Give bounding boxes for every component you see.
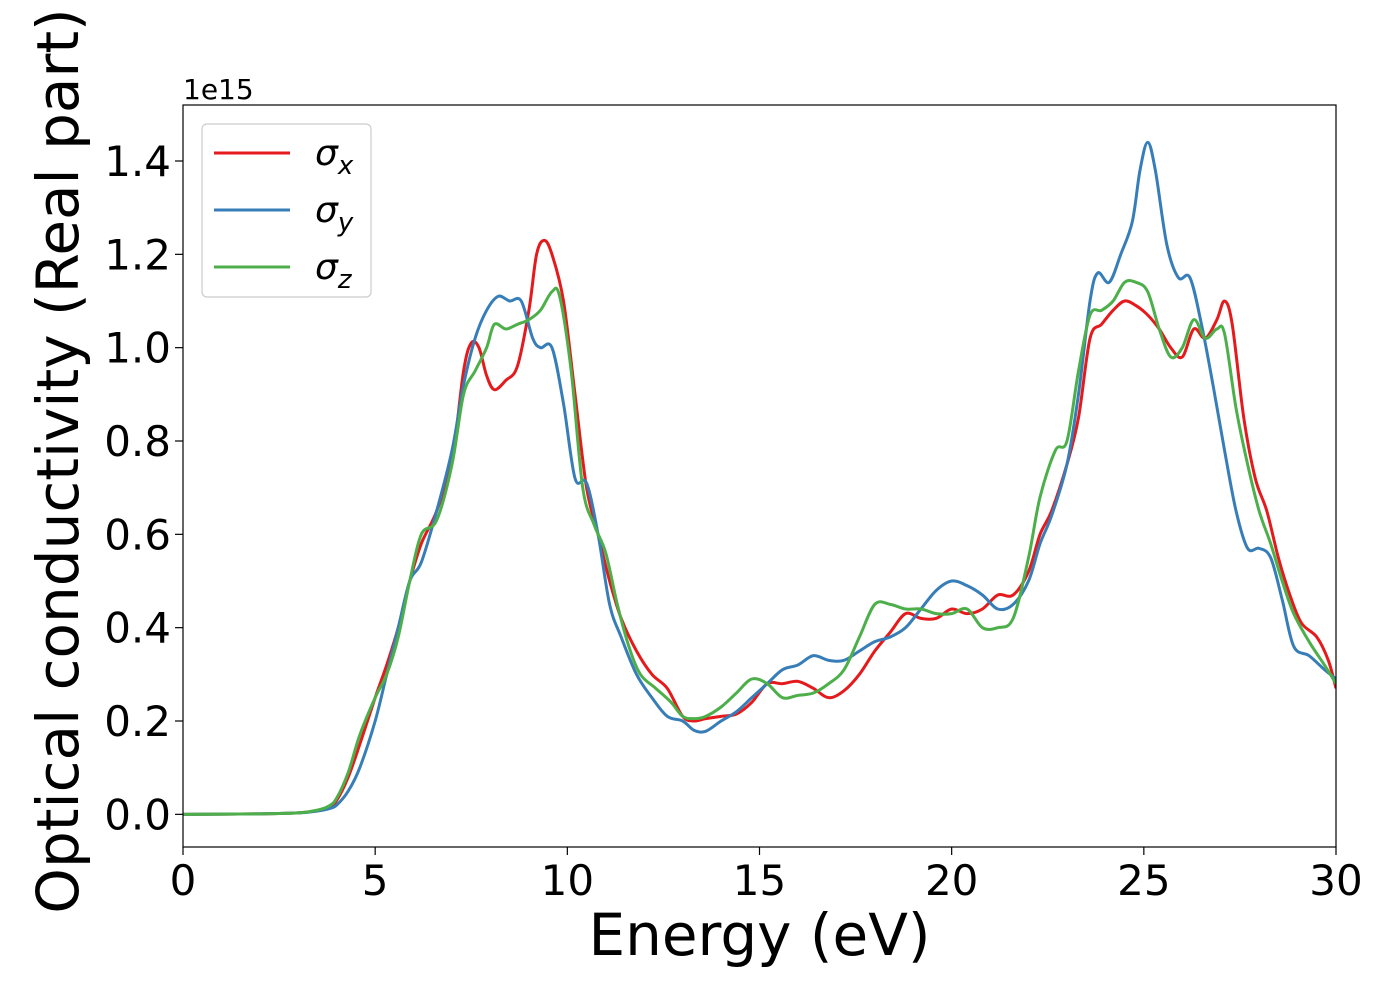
legend-label-sigma-y: σy xyxy=(315,190,354,238)
x-axis-label: Energy (eV) xyxy=(588,901,930,969)
x-tick-label: 10 xyxy=(541,856,594,905)
x-tick-label: 30 xyxy=(1309,856,1362,905)
y-tick-label: 0.4 xyxy=(104,604,171,653)
series-line-sigma-y xyxy=(183,140,1336,816)
legend-label-sigma-z: σz xyxy=(315,247,353,295)
y-tick-label: 0.6 xyxy=(104,510,171,559)
y-offset-text: 1e15 xyxy=(183,73,254,106)
x-tick-label: 25 xyxy=(1117,856,1170,905)
x-tick-label: 5 xyxy=(362,856,389,905)
series-layer xyxy=(183,140,1336,816)
y-axis-label: Optical conductivity (Real part) xyxy=(24,8,92,913)
x-axis-ticks: 0 5 10 15 20 25 30 xyxy=(170,847,1363,905)
x-tick-label: 0 xyxy=(170,856,197,905)
y-tick-label: 0.0 xyxy=(104,790,171,839)
series-line-sigma-x xyxy=(183,238,1336,816)
x-tick-label: 20 xyxy=(925,856,978,905)
y-tick-label: 1.0 xyxy=(104,324,171,373)
y-tick-label: 0.2 xyxy=(104,697,171,746)
legend: σx σy σz xyxy=(201,123,372,298)
x-tick-label: 15 xyxy=(733,856,786,905)
y-axis-ticks: 0.0 0.2 0.4 0.6 0.8 1.0 1.2 1.4 xyxy=(104,137,183,839)
y-tick-label: 1.2 xyxy=(104,230,171,279)
y-tick-label: 0.8 xyxy=(104,417,171,466)
series-line-sigma-z xyxy=(183,279,1336,816)
y-tick-label: 1.4 xyxy=(104,137,171,186)
legend-label-sigma-x: σx xyxy=(315,133,354,181)
